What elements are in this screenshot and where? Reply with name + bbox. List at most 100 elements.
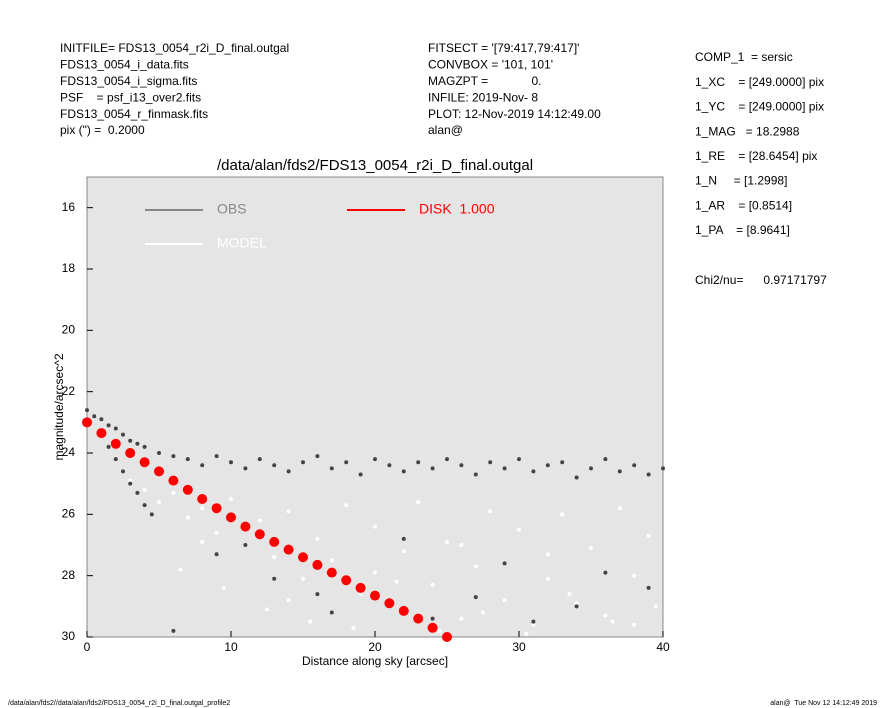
data-point [329,558,334,563]
data-point [142,444,147,449]
data-point [214,454,219,459]
data-point [329,466,334,471]
data-point [351,625,356,630]
data-point [481,610,485,615]
data-point [524,631,529,636]
data-point [229,497,233,501]
header-text: 1_PA = [8.9641] [695,223,790,237]
data-point [517,527,521,532]
data-point [229,460,233,465]
x-tick-label: 30 [512,640,526,654]
header-text: INFILE: 2019-Nov- 8 [428,90,538,104]
data-point [574,475,579,480]
data-point [326,567,337,578]
x-tick-label: 0 [84,640,91,654]
data-point [394,579,399,584]
data-point [502,466,507,471]
data-point [437,628,442,633]
data-point [301,576,305,581]
data-point [646,533,651,538]
data-point [370,590,380,601]
data-point [355,582,366,593]
data-point [315,536,320,541]
x-tick-label: 10 [224,640,238,654]
data-point [157,500,161,505]
data-point [243,466,248,471]
data-point [96,428,107,439]
data-point [344,503,349,508]
data-point [272,463,277,468]
x-tick-label: 20 [368,640,382,654]
data-point [398,605,409,616]
data-point [171,490,176,495]
data-point [128,478,133,483]
y-tick-label: 20 [62,323,76,337]
y-axis-label: magnitude/arcsec^2 [52,353,66,460]
y-tick-label: 24 [62,445,76,459]
data-point [617,469,622,474]
plot-area [86,176,664,638]
data-point [384,598,395,609]
data-point [473,472,478,477]
data-point [121,432,125,437]
data-point [373,570,377,575]
data-point [113,426,118,431]
header-text: 1_N = [1.2998] [695,174,787,188]
data-point [308,619,313,624]
data-point [197,494,208,504]
data-point [502,561,507,566]
data-point [157,451,161,455]
data-point [442,632,452,642]
data-point [632,463,637,468]
data-point [632,622,637,627]
data-point [459,616,464,621]
data-point [135,441,140,446]
header-text: FITSECT = '[79:417,79:417]' [428,41,579,55]
data-point [589,466,593,471]
data-point [106,444,111,449]
legend-label: DISK 1.000 [419,201,495,217]
x-tick-label: 40 [656,640,670,654]
data-point [265,607,269,612]
data-point [430,466,435,471]
data-point [646,585,651,590]
footer-left: /data/alan/fds2//data/alan/fds2/FDS13_00… [8,700,230,707]
header-text: alan@ [428,123,463,137]
data-point [272,576,277,581]
data-point [488,460,493,465]
data-point [358,592,363,597]
data-point [221,585,226,590]
data-point [214,530,219,535]
data-point [182,484,193,495]
data-point [315,454,320,459]
data-point [560,512,565,517]
data-point [301,460,305,465]
header-text: MAGZPT = 0. [428,74,541,88]
header-text: 1_XC = [249.0000] pix [695,75,824,89]
data-point [545,552,550,557]
data-point [401,549,406,554]
data-point [427,622,438,633]
data-point [661,466,665,471]
data-point [200,463,205,468]
header-text: FDS13_0054_r_finmask.fits [60,107,208,121]
data-point [121,469,125,474]
legend-label: MODEL [217,235,267,251]
header-text: 1_RE = [28.6454] pix [695,149,817,163]
data-point [531,469,536,474]
data-point [298,552,308,563]
data-point [413,613,424,624]
data-point [139,457,150,468]
data-point [373,457,377,462]
header-text: FDS13_0054_i_sigma.fits [60,74,197,88]
header-text: INITFILE= FDS13_0054_r2i_D_final.outgal [60,41,289,55]
footer-right: alan@ Tue Nov 12 14:12:49 2019 [770,700,877,707]
data-point [214,552,219,557]
data-point [82,417,92,428]
data-point [416,460,421,465]
data-point [92,414,97,419]
data-point [617,506,622,511]
data-point [286,598,291,603]
header-text: CONVBOX = '101, 101' [428,58,553,72]
